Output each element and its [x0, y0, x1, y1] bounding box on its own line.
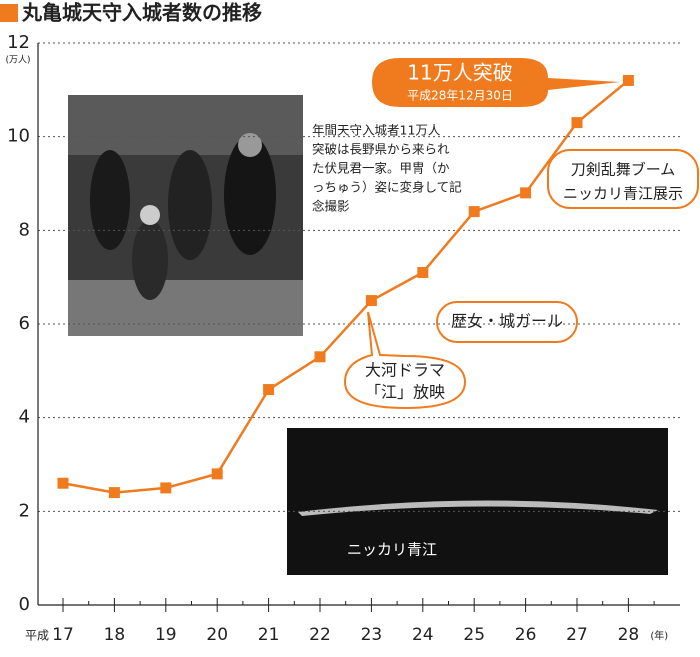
family-photo — [68, 95, 303, 336]
title-marker — [0, 4, 18, 22]
taiga-text: 「江」放映 — [365, 383, 445, 402]
x-tick-label: 18 — [104, 625, 126, 645]
data-point — [365, 295, 377, 307]
data-point — [571, 117, 583, 129]
x-tick-label: 24 — [412, 625, 434, 645]
x-tick-label: 21 — [258, 625, 280, 645]
y-tick-label: 10 — [7, 126, 30, 147]
x-tick-label: 23 — [361, 625, 383, 645]
x-tick-label: 26 — [515, 625, 537, 645]
x-tick-label: 25 — [463, 625, 485, 645]
data-point — [211, 468, 223, 480]
sword-label: ニッカリ青江 — [347, 541, 437, 559]
data-point — [160, 482, 172, 494]
rekijo-text: 歴女・城ガール — [451, 312, 563, 331]
data-point — [263, 384, 275, 396]
photo-caption: 突破は長野県から来られ — [312, 142, 450, 157]
x-tick-label: 28 — [618, 625, 640, 645]
milestone-date: 平成28年12月30日 — [407, 89, 513, 103]
photo-caption: た伏見君一家。甲冑（か — [312, 161, 450, 176]
photo-caption: 念撮影 — [312, 199, 350, 214]
x-tick-label: 20 — [206, 625, 228, 645]
data-point — [622, 74, 634, 86]
y-tick-label: 4 — [19, 407, 30, 428]
touken-text: 刀剣乱舞ブーム — [571, 161, 676, 179]
milestone-text: 11万人突破 — [407, 61, 512, 85]
x-unit: (年) — [650, 629, 668, 642]
y-tick-label: 12 — [7, 32, 30, 53]
rekijo-callout — [436, 301, 578, 343]
touken-callout — [547, 149, 699, 209]
era-label: 平成 — [25, 629, 49, 643]
photo-caption: っちゅう）姿に変身して記 — [312, 180, 462, 195]
touken-text: ニッカリ青江展示 — [563, 185, 683, 203]
data-point — [417, 266, 429, 278]
data-point — [520, 187, 532, 199]
data-point — [468, 206, 480, 218]
data-point — [108, 487, 120, 499]
x-tick-label: 22 — [309, 625, 331, 645]
taiga-text: 大河ドラマ — [365, 361, 445, 380]
x-tick-label: 27 — [566, 625, 588, 645]
x-tick-label: 17 — [52, 625, 74, 645]
y-tick-label: 6 — [19, 313, 30, 334]
y-tick-label: 0 — [19, 594, 30, 615]
y-tick-label: 2 — [19, 500, 30, 521]
data-point — [314, 351, 326, 363]
taiga-callout — [343, 311, 467, 410]
y-tick-label: 8 — [19, 219, 30, 240]
data-line — [62, 79, 630, 494]
y-unit: (万人) — [5, 55, 30, 66]
milestone-callout — [372, 58, 620, 107]
chart-title: 丸亀城天守入城者数の推移 — [21, 1, 262, 25]
x-tick-label: 19 — [155, 625, 177, 645]
sword-photo — [287, 428, 668, 575]
data-point — [57, 477, 69, 489]
photo-caption: 年間天守入城者11万人 — [312, 123, 441, 138]
